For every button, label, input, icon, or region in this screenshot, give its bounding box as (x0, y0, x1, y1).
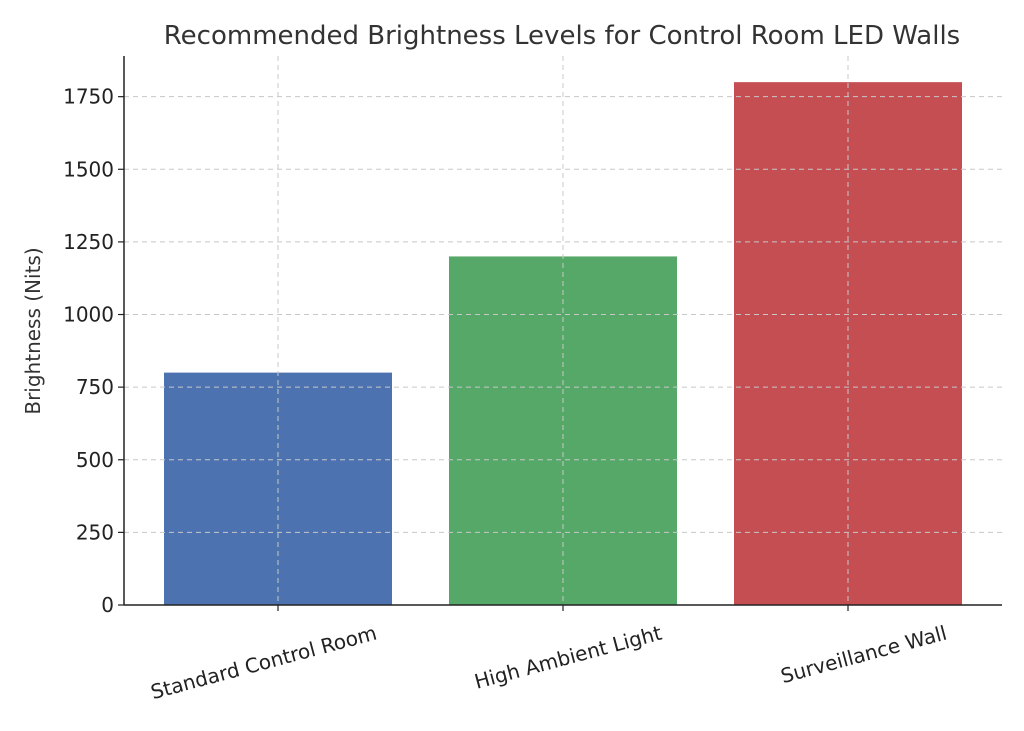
x-tick-label: Surveillance Wall (778, 621, 949, 688)
y-tick-label: 1000 (63, 303, 114, 327)
x-ticks: Standard Control Room High Ambient Light S… (148, 605, 949, 704)
y-tick-label: 1250 (63, 230, 114, 254)
x-tick-label: Standard Control Room (148, 621, 379, 704)
y-tick-label: 250 (76, 520, 114, 544)
y-tick-label: 1500 (63, 157, 114, 181)
y-tick-label: 500 (76, 448, 114, 472)
y-axis-label: Brightness (Nits) (21, 247, 45, 414)
y-tick-label: 1750 (63, 85, 114, 109)
y-tick-label: 750 (76, 375, 114, 399)
grid (124, 56, 1002, 605)
y-ticks: 0 250 500 750 1000 1250 1500 1750 (63, 85, 124, 617)
y-tick-label: 0 (101, 593, 114, 617)
x-tick-label: High Ambient Light (472, 621, 665, 694)
chart-title: Recommended Brightness Levels for Contro… (164, 21, 960, 51)
